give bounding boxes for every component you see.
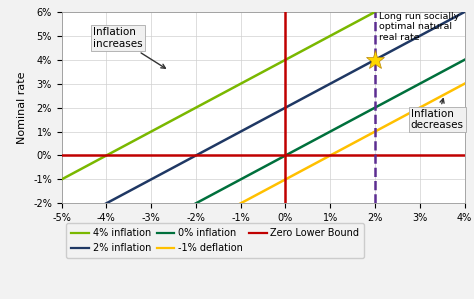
Text: Inflation
increases: Inflation increases <box>93 28 165 68</box>
X-axis label: Real rate: Real rate <box>235 229 292 239</box>
Text: Long run socially
optimal natural
real rate: Long run socially optimal natural real r… <box>380 12 460 42</box>
Legend: 4% inflation, 2% inflation, 0% inflation, -1% deflation, Zero Lower Bound: 4% inflation, 2% inflation, 0% inflation… <box>66 223 365 258</box>
Y-axis label: Nominal rate: Nominal rate <box>18 71 27 144</box>
Text: Inflation
decreases: Inflation decreases <box>411 99 464 130</box>
